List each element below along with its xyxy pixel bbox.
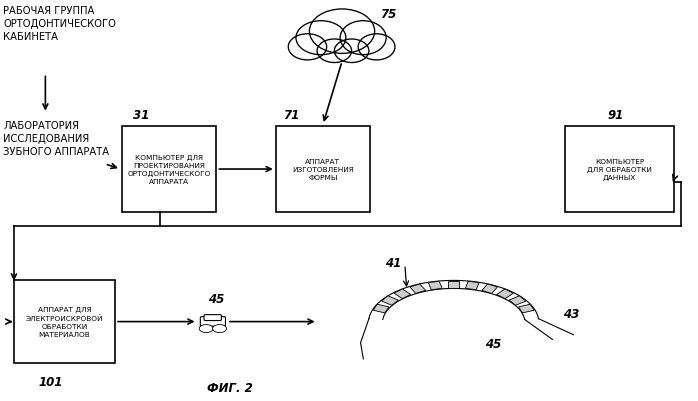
Polygon shape <box>429 282 442 290</box>
Text: 45: 45 <box>208 292 225 305</box>
Text: 71: 71 <box>283 108 299 121</box>
Ellipse shape <box>358 34 395 61</box>
Text: 45: 45 <box>485 337 501 350</box>
Polygon shape <box>509 296 526 306</box>
Text: 91: 91 <box>607 108 623 121</box>
Circle shape <box>199 325 213 333</box>
Ellipse shape <box>288 34 327 61</box>
Text: АППАРАТ
ИЗГОТОВЛЕНИЯ
ФОРМЫ: АППАРАТ ИЗГОТОВЛЕНИЯ ФОРМЫ <box>292 158 354 180</box>
Polygon shape <box>482 284 498 294</box>
Text: 43: 43 <box>563 307 579 320</box>
Polygon shape <box>519 304 534 313</box>
FancyBboxPatch shape <box>14 281 115 363</box>
Polygon shape <box>448 281 459 288</box>
Polygon shape <box>382 296 399 306</box>
Polygon shape <box>394 289 410 299</box>
Text: 101: 101 <box>38 375 63 388</box>
Ellipse shape <box>309 10 375 54</box>
Ellipse shape <box>334 40 369 63</box>
Polygon shape <box>410 284 426 294</box>
Polygon shape <box>497 289 513 299</box>
Ellipse shape <box>340 22 386 55</box>
Ellipse shape <box>317 40 352 63</box>
Text: ЛАБОРАТОРИЯ
ИССЛЕДОВАНИЯ
ЗУБНОГО АППАРАТА: ЛАБОРАТОРИЯ ИССЛЕДОВАНИЯ ЗУБНОГО АППАРАТ… <box>3 120 110 157</box>
FancyBboxPatch shape <box>204 315 221 321</box>
Text: КОМПЬЮТЕР ДЛЯ
ПРОЕКТИРОВАНИЯ
ОРТОДОНТИЧЕСКОГО
АППАРАТА: КОМПЬЮТЕР ДЛЯ ПРОЕКТИРОВАНИЯ ОРТОДОНТИЧЕ… <box>128 154 211 184</box>
Text: 75: 75 <box>380 8 396 21</box>
Polygon shape <box>373 304 389 313</box>
FancyBboxPatch shape <box>276 126 370 213</box>
Text: КОМПЬЮТЕР
ДЛЯ ОБРАБОТКИ
ДАННЫХ: КОМПЬЮТЕР ДЛЯ ОБРАБОТКИ ДАННЫХ <box>587 158 652 180</box>
Text: 31: 31 <box>133 108 149 121</box>
Polygon shape <box>466 282 479 290</box>
FancyBboxPatch shape <box>200 317 225 326</box>
FancyBboxPatch shape <box>565 126 674 213</box>
Circle shape <box>213 325 227 333</box>
Text: АППАРАТ ДЛЯ
ЭЛЕКТРОИСКРОВОЙ
ОБРАБОТКИ
МАТЕРИАЛОВ: АППАРАТ ДЛЯ ЭЛЕКТРОИСКРОВОЙ ОБРАБОТКИ МА… <box>26 306 103 337</box>
Text: ФИГ. 2: ФИГ. 2 <box>207 381 253 394</box>
Ellipse shape <box>296 22 346 55</box>
Text: РАБОЧАЯ ГРУППА
ОРТОДОНТИЧЕСКОГО
КАБИНЕТА: РАБОЧАЯ ГРУППА ОРТОДОНТИЧЕСКОГО КАБИНЕТА <box>3 6 117 43</box>
FancyBboxPatch shape <box>122 126 216 213</box>
Text: 41: 41 <box>385 256 401 269</box>
